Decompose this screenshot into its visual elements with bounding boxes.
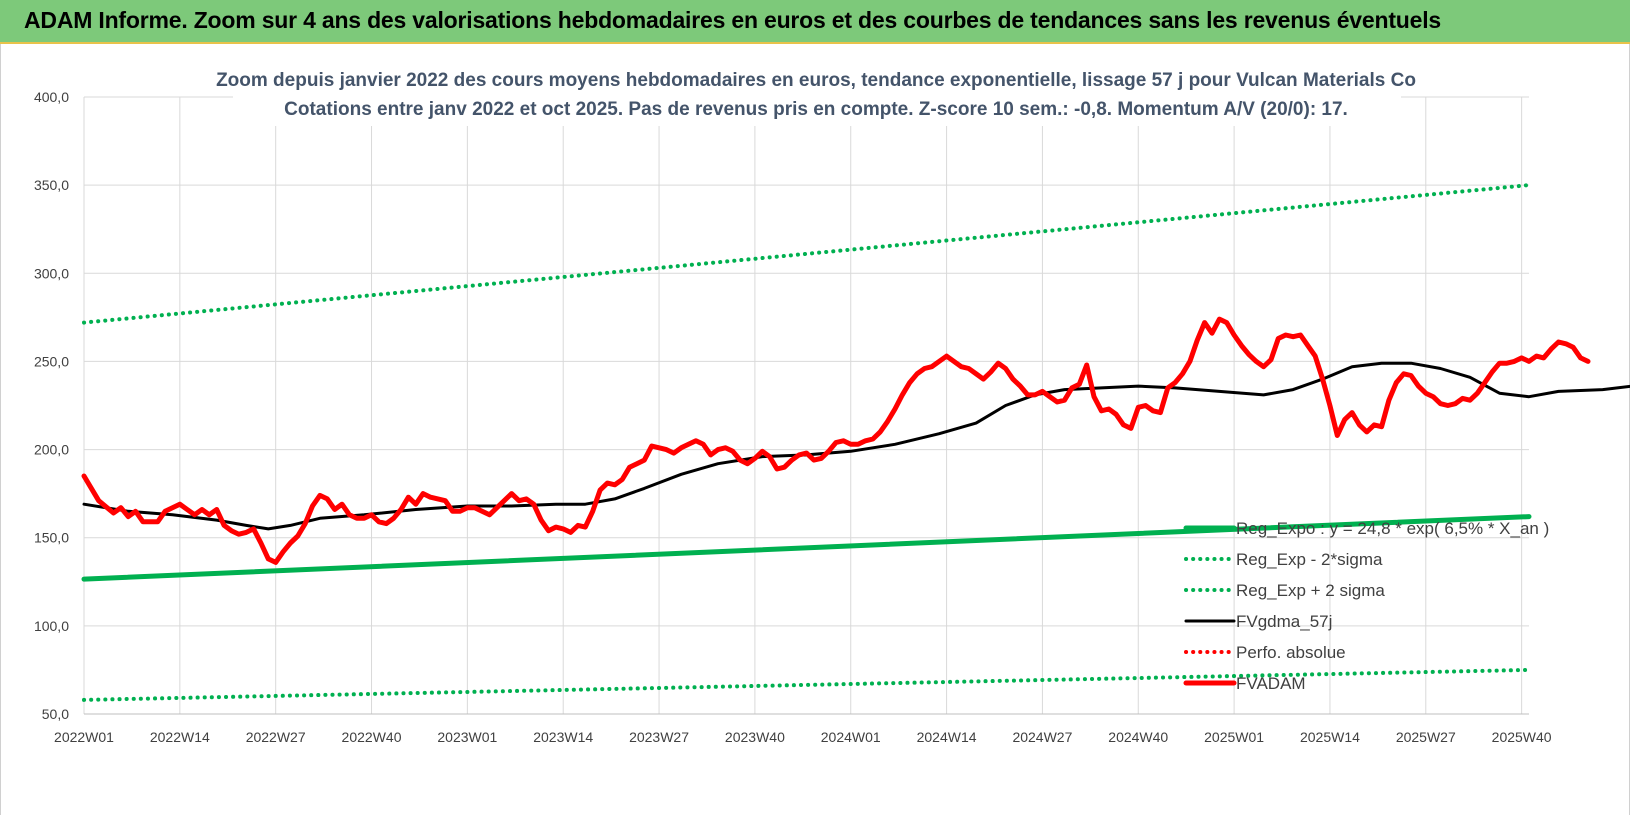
- x-tick-label: 2025W14: [1300, 729, 1360, 745]
- x-tick-label: 2024W40: [1108, 729, 1168, 745]
- x-tick-label: 2023W27: [629, 729, 689, 745]
- legend: Reg_Expo : y = 24,8 * exp( 6,5% * X_an )…: [1183, 519, 1549, 693]
- series-fvadam-line: [81, 316, 1591, 565]
- legend-label: Reg_Exp + 2 sigma: [1236, 581, 1385, 600]
- legend-label: FVgdma_57j: [1236, 612, 1332, 631]
- y-tick-label: 100,0: [34, 618, 69, 634]
- legend-label: Reg_Exp - 2*sigma: [1236, 550, 1383, 569]
- y-tick-label: 200,0: [34, 442, 69, 458]
- y-tick-label: 300,0: [34, 265, 69, 281]
- x-tick-label: 2022W40: [342, 729, 402, 745]
- legend-label: Perfo. absolue: [1236, 643, 1346, 662]
- series-reg-exp-2-sigma-line: [82, 183, 1531, 325]
- x-tick-label: 2024W27: [1012, 729, 1072, 745]
- x-tick-label: 2024W14: [917, 729, 977, 745]
- y-tick-label: 350,0: [34, 177, 69, 193]
- x-tick-label: 2023W14: [533, 729, 593, 745]
- gridlines: [83, 96, 1529, 715]
- x-tick-label: 2023W01: [437, 729, 497, 745]
- x-tick-label: 2025W27: [1396, 729, 1456, 745]
- x-tick-label: 2024W01: [821, 729, 881, 745]
- legend-label: Reg_Expo : y = 24,8 * exp( 6,5% * X_an ): [1236, 519, 1549, 538]
- x-tick-label: 2025W01: [1204, 729, 1264, 745]
- line-chart: 50,0100,0150,0200,0250,0300,0350,0400,0 …: [34, 63, 1630, 745]
- y-tick-label: 400,0: [34, 89, 69, 105]
- x-tick-label: 2022W14: [150, 729, 210, 745]
- legend-label: FVADAM: [1236, 674, 1306, 693]
- y-tick-label: 50,0: [42, 706, 69, 722]
- x-tick-label: 2023W40: [725, 729, 785, 745]
- y-tick-label: 150,0: [34, 530, 69, 546]
- x-tick-label: 2022W27: [246, 729, 306, 745]
- y-tick-label: 250,0: [34, 353, 69, 369]
- series-layer: [81, 183, 1630, 702]
- title-background: [233, 63, 1401, 126]
- report-title: ADAM Informe. Zoom sur 4 ans des valoris…: [24, 7, 1442, 33]
- series-reg-exp-2-sigma-line: [82, 667, 1531, 702]
- chart-area: 50,0 100,0 150,0 200,0 250,0 300,0 350,0 400,0 …: [0, 44, 1630, 815]
- x-tick-label: 2025W40: [1492, 729, 1552, 745]
- report-header: ADAM Informe. Zoom sur 4 ans des valoris…: [0, 0, 1630, 44]
- x-axis-ticks: 2022W01 2022W14 2022W27 2022W40 2023W01 2023W…: [54, 729, 1552, 745]
- series-reg-expo-y-24-8-exp-6-5-x-an-line: [81, 514, 1532, 582]
- chart-title: Zoom depuis janvier 2022 des cours moyen…: [216, 70, 1416, 91]
- y-axis-ticks: 50,0 100,0 150,0 200,0 250,0 300,0 350,0 400,0: [34, 89, 69, 722]
- x-tick-label: 2022W01: [54, 729, 114, 745]
- chart-subtitle: Cotations entre janv 2022 et oct 2025. P…: [284, 99, 1348, 120]
